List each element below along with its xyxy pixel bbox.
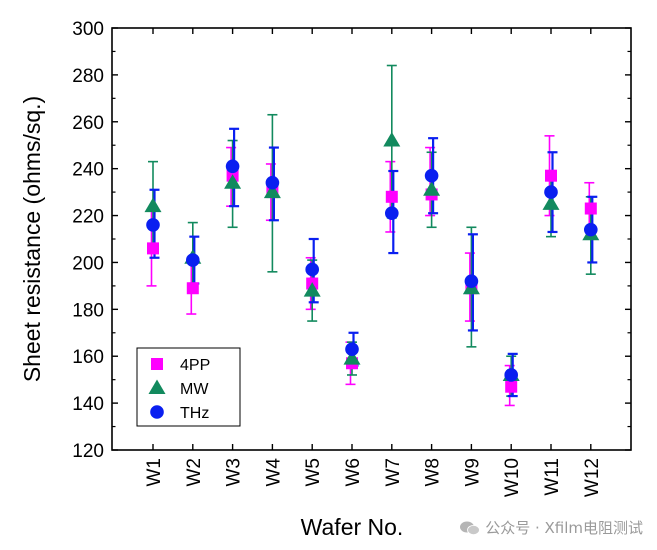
y-axis-title: Sheet resistance (ohms/sq.) [19,96,45,382]
y-tick-label: 280 [72,66,104,87]
data-point-circle [146,218,160,232]
legend-label: THz [180,405,209,422]
data-point-circle [504,368,518,382]
data-point-circle [186,253,200,267]
data-point-circle [345,342,359,356]
data-point-square [187,282,199,294]
data-point-square [505,381,517,393]
wechat-icon [459,520,481,536]
data-point-circle [266,176,280,190]
x-tick-label: W10 [502,458,523,497]
legend-label: MW [180,381,209,398]
x-axis: W1 W2 W3 W4 W5 W6 W7 W8 W9 W10 W11 W12 [144,28,603,497]
data-point-square [545,170,557,182]
watermark-text: 公众号 · Xfilm电阻测试 [485,517,643,538]
legend-marker-circle [150,405,164,419]
data-point-triangle [383,132,400,147]
y-tick-label: 120 [72,441,104,462]
x-tick-label: W4 [263,458,284,487]
data-point-circle [385,206,399,220]
x-tick-label: W7 [383,458,404,487]
data-point-square [585,203,597,215]
data-point-square [386,191,398,203]
x-tick-label: W3 [224,458,245,487]
x-tick-label: W12 [582,458,603,497]
x-tick-label: W6 [343,458,364,487]
data-point-circle [544,185,558,199]
watermark: 公众号 · Xfilm电阻测试 [459,517,643,538]
x-tick-label: W5 [303,458,324,487]
y-tick-label: 240 [72,160,104,181]
x-tick-label: W9 [462,458,483,487]
data-point-circle [226,160,240,174]
y-tick-label: 300 [72,19,104,40]
data-point-square [147,242,159,254]
y-tick-label: 220 [72,207,104,228]
y-tick-label: 140 [72,394,104,415]
data-point-circle [465,274,479,288]
data-point-circle [305,263,319,277]
y-tick-label: 160 [72,347,104,368]
y-tick-label: 200 [72,253,104,274]
x-tick-label: W11 [542,458,563,496]
data-point-triangle [145,198,162,213]
x-tick-label: W1 [144,458,165,487]
x-tick-label: W2 [184,458,205,487]
legend: 4PP MW THz [137,348,240,426]
y-tick-label: 180 [72,300,104,321]
data-point-circle [584,223,598,237]
legend-label: 4PP [180,357,210,374]
legend-marker-square [151,358,163,370]
x-axis-title: Wafer No. [301,514,404,540]
y-tick-label: 260 [72,113,104,134]
data-point-circle [425,169,439,183]
x-tick-label: W8 [423,458,444,487]
